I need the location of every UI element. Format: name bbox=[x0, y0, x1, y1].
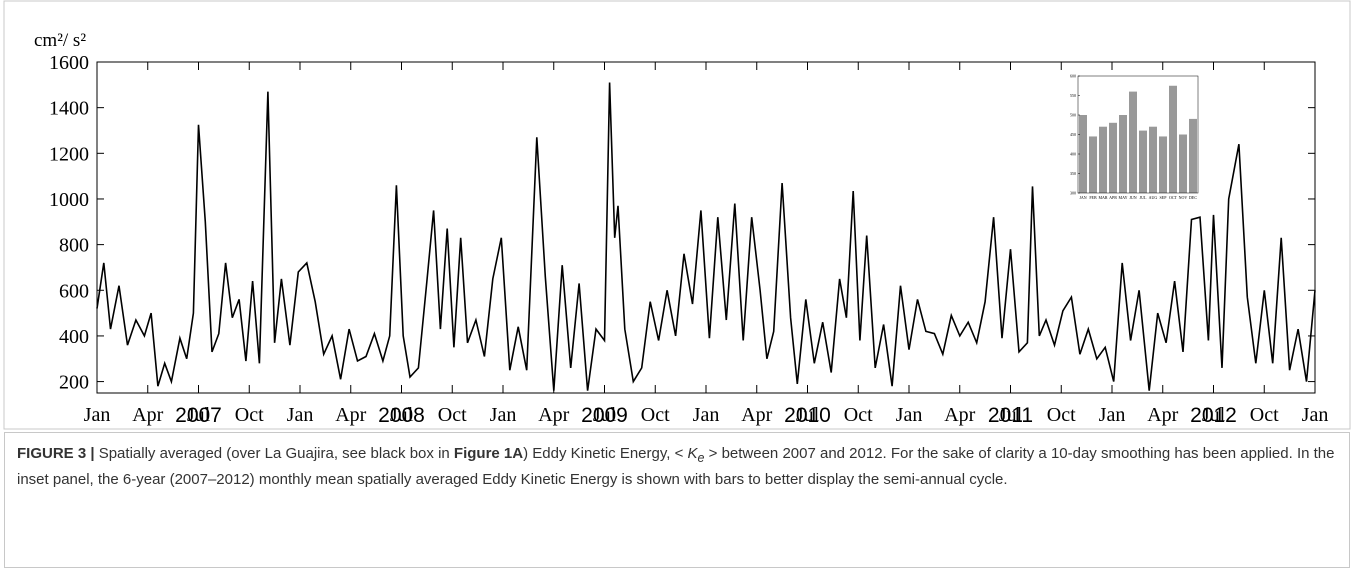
bar bbox=[1119, 115, 1127, 193]
inset-x-label: NOV bbox=[1179, 195, 1188, 200]
year-label: 2008 bbox=[378, 404, 425, 427]
x-tick-label: Oct bbox=[438, 404, 467, 426]
bar bbox=[1179, 134, 1187, 193]
x-tick-label: Oct bbox=[641, 404, 670, 426]
bar bbox=[1089, 136, 1097, 193]
x-tick-label: Apr bbox=[944, 404, 975, 426]
inset-x-label: APR bbox=[1109, 195, 1117, 200]
x-tick-label: Apr bbox=[1147, 404, 1178, 426]
x-tick-label: Apr bbox=[132, 404, 163, 426]
year-label: 2010 bbox=[784, 404, 831, 427]
year-label: 2007 bbox=[175, 404, 222, 427]
x-tick-label: Oct bbox=[235, 404, 264, 426]
caption-label: FIGURE 3 | bbox=[17, 445, 95, 462]
inset-x-label: JUN bbox=[1129, 195, 1136, 200]
x-tick-label: Apr bbox=[335, 404, 366, 426]
bar bbox=[1079, 115, 1087, 193]
x-tick-label: Jan bbox=[896, 404, 923, 426]
inset-x-label: DEC bbox=[1189, 195, 1197, 200]
year-label: 2011 bbox=[988, 404, 1033, 427]
x-tick-label: Jan bbox=[1099, 404, 1126, 426]
inset-x-label: OCT bbox=[1169, 195, 1178, 200]
inset-y-label: 500 bbox=[1070, 113, 1076, 118]
y-tick-label: 1000 bbox=[49, 189, 89, 211]
y-tick-label: 1200 bbox=[49, 143, 89, 165]
inset-y-label: 450 bbox=[1070, 132, 1076, 137]
inset-y-label: 300 bbox=[1070, 191, 1076, 196]
x-tick-label: Jan bbox=[287, 404, 314, 426]
x-tick-label: Oct bbox=[844, 404, 873, 426]
caption: FIGURE 3 | Spatially averaged (over La G… bbox=[4, 432, 1350, 568]
bar bbox=[1189, 118, 1197, 193]
y-tick-label: 800 bbox=[59, 235, 89, 257]
y-axis-label: cm²/ s² bbox=[34, 30, 86, 51]
figure-frame bbox=[3, 0, 1351, 430]
caption-text: Spatially averaged (over La Guajira, see… bbox=[94, 445, 454, 462]
y-tick-label: 1600 bbox=[49, 52, 89, 74]
inset-y-label: 600 bbox=[1070, 74, 1076, 79]
inset-x-label: MAY bbox=[1119, 195, 1128, 200]
x-tick-label: Jul bbox=[593, 404, 617, 426]
inset-x-label: SEP bbox=[1160, 195, 1168, 200]
bar bbox=[1149, 126, 1157, 193]
inset-x-label: FEB bbox=[1089, 195, 1097, 200]
bar bbox=[1109, 122, 1117, 193]
bar bbox=[1159, 136, 1167, 193]
x-tick-label: Jul bbox=[1202, 404, 1226, 426]
caption-text: ) Eddy Kinetic Energy, < bbox=[523, 445, 688, 462]
x-tick-label: Apr bbox=[538, 404, 569, 426]
bar bbox=[1169, 85, 1177, 193]
x-tick-label: Jan bbox=[693, 404, 720, 426]
x-tick-label: Jul bbox=[390, 404, 414, 426]
inset-y-label: 350 bbox=[1070, 171, 1076, 176]
caption-ref: Figure 1A bbox=[453, 445, 524, 462]
bar bbox=[1099, 126, 1107, 193]
caption-symbol: K bbox=[687, 445, 698, 462]
x-tick-label: Jul bbox=[796, 404, 820, 426]
y-tick-label: 400 bbox=[59, 326, 89, 348]
inset-x-label: JAN bbox=[1079, 195, 1086, 200]
data-line bbox=[96, 82, 1316, 391]
x-tick-label: Jul bbox=[187, 404, 211, 426]
caption-text: > between 2007 and 2012. For the sake of… bbox=[17, 445, 1335, 488]
x-tick-label: Oct bbox=[1250, 404, 1279, 426]
x-tick-label: Jan bbox=[490, 404, 517, 426]
x-tick-label: Jul bbox=[999, 404, 1023, 426]
x-tick-label: Oct bbox=[1047, 404, 1076, 426]
y-tick-label: 600 bbox=[59, 280, 89, 302]
bar bbox=[1129, 91, 1137, 193]
x-tick-label: Jan bbox=[84, 404, 111, 426]
inset-x-label: AUG bbox=[1149, 195, 1158, 200]
year-label: 2009 bbox=[581, 404, 628, 427]
inset-x-label: JUL bbox=[1140, 195, 1147, 200]
x-tick-label: Jan bbox=[1302, 404, 1329, 426]
inset-frame bbox=[1077, 75, 1199, 194]
figure: cm²/ s² 200 400 600 800 1000 1200 1400 1600 Jan A… bbox=[3, 0, 1351, 430]
inset-x-label: MAR bbox=[1098, 195, 1107, 200]
x-tick-label: Apr bbox=[741, 404, 772, 426]
inset-y-label: 400 bbox=[1070, 152, 1076, 157]
caption-subscript: e bbox=[697, 451, 705, 465]
year-label: 2012 bbox=[1190, 404, 1237, 427]
y-tick-label: 1400 bbox=[49, 98, 89, 120]
inset-y-label: 550 bbox=[1070, 93, 1076, 98]
y-tick-label: 200 bbox=[59, 372, 89, 394]
bar bbox=[1139, 130, 1147, 193]
